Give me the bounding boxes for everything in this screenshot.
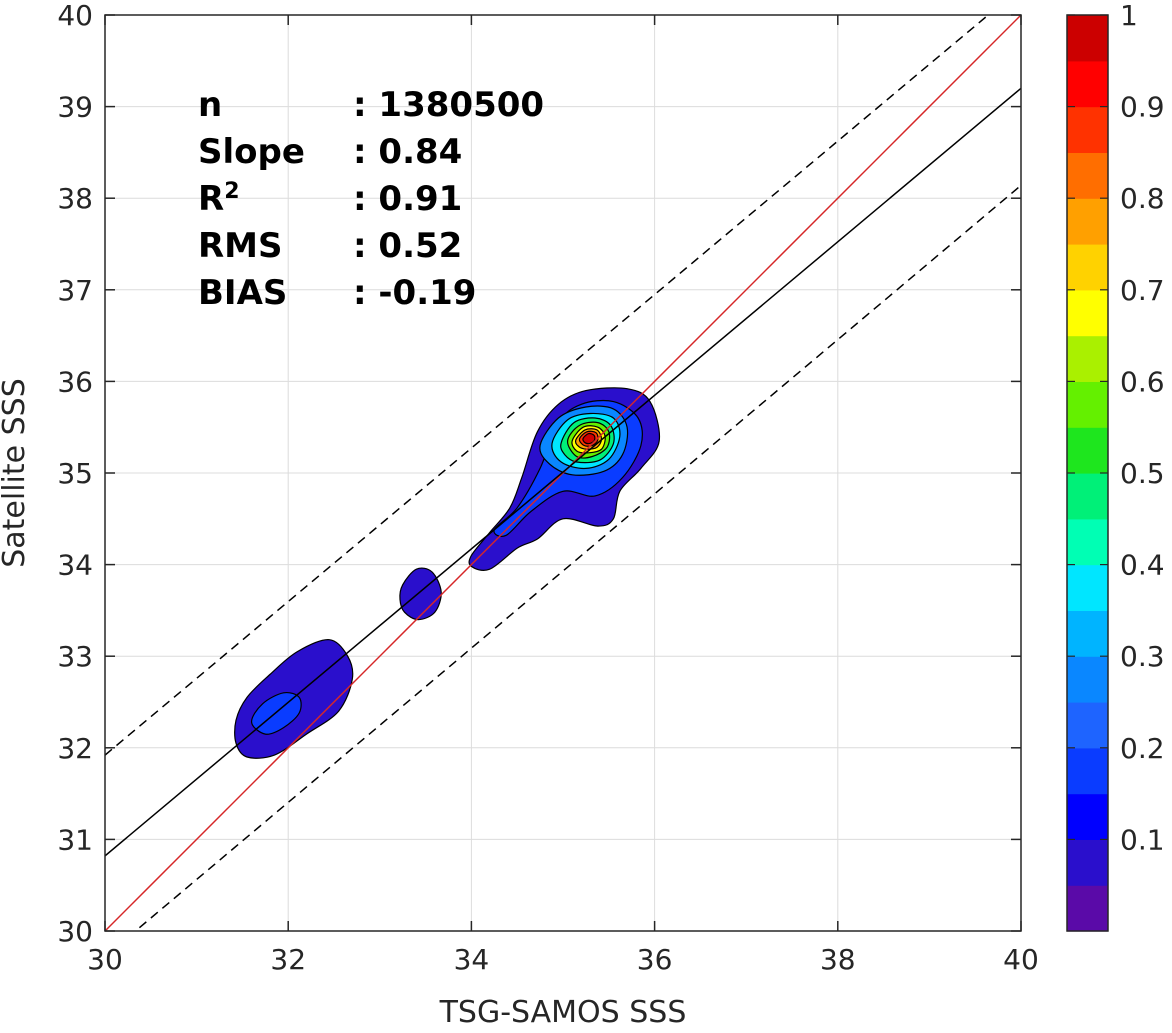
y-tick-label: 32	[57, 732, 93, 765]
x-tick-label: 38	[820, 943, 856, 976]
colorbar-tick-label: 0.5	[1120, 457, 1165, 490]
stat-label: R2	[198, 179, 240, 220]
colorbar-tick-label: 1	[1120, 0, 1138, 32]
colorbar: 0.1 0.2 0.3 0.4 0.5 0.6 0.7 0.8 0.9 1	[1066, 0, 1165, 932]
y-tick-label: 36	[57, 365, 93, 398]
stats-box: n : 1380500 Slope : 0.84 R2 : 0.91 RMS : 0.52 BI…	[198, 85, 544, 313]
x-tick-label: 40	[1003, 943, 1039, 976]
regression-minus-offset-line	[134, 184, 1021, 931]
stat-value: : 0.52	[353, 226, 462, 266]
colorbar-band	[1067, 152, 1108, 199]
colorbar-tick-label: 0.1	[1120, 823, 1165, 856]
x-axis-title: TSG-SAMOS SSS	[439, 995, 687, 1028]
stat-value: : 0.91	[353, 179, 462, 219]
y-axis-title: Satellite SSS	[0, 378, 32, 568]
colorbar-band	[1067, 885, 1108, 932]
colorbar-tick-label: 0.8	[1120, 182, 1165, 215]
contour-level-0-15	[250, 691, 302, 735]
regression-line	[105, 87, 1021, 857]
colorbar-band	[1067, 518, 1108, 566]
x-tick-label: 34	[454, 943, 490, 976]
stat-label-superscript: 2	[224, 179, 239, 204]
y-tick-label: 34	[57, 549, 93, 582]
colorbar-band	[1067, 747, 1108, 795]
regression-plus-offset-line	[105, 15, 990, 756]
y-tick-label: 31	[57, 823, 93, 856]
y-tick-label: 30	[57, 915, 93, 948]
colorbar-band	[1067, 198, 1108, 245]
x-tick-label: 30	[87, 943, 123, 976]
colorbar-band	[1067, 289, 1108, 337]
colorbar-band	[1067, 15, 1108, 62]
colorbar-tick-label: 0.4	[1120, 549, 1165, 582]
y-tick-labels: 30 31 32 33 34 35 36 37 38 39 40	[57, 0, 93, 948]
colorbar-band	[1067, 473, 1108, 520]
x-tick-label: 36	[637, 943, 673, 976]
colorbar-tick-label: 0.9	[1120, 91, 1165, 124]
y-tick-label: 38	[57, 182, 93, 215]
y-tick-label: 39	[57, 91, 93, 124]
y-tick-label: 33	[57, 640, 93, 673]
y-tick-label: 37	[57, 274, 93, 307]
colorbar-tick-label: 0.2	[1120, 732, 1165, 765]
colorbar-band	[1067, 793, 1108, 840]
colorbar-band	[1067, 335, 1108, 382]
stat-value: : -0.19	[353, 273, 476, 313]
colorbar-band	[1067, 656, 1108, 703]
contour-level-0-05	[399, 567, 442, 621]
stat-label: RMS	[198, 226, 283, 266]
stat-label: BIAS	[198, 273, 287, 313]
x-tick-label: 32	[270, 943, 306, 976]
colorbar-tick-label: 0.6	[1120, 365, 1165, 398]
y-tick-label: 35	[57, 457, 93, 490]
x-tick-labels: 30 32 34 36 38 40	[87, 943, 1039, 976]
stat-label: n	[198, 85, 222, 125]
fit-lines	[105, 15, 1021, 931]
stat-value: : 0.84	[353, 132, 462, 172]
colorbar-band	[1067, 610, 1108, 657]
colorbar-band	[1067, 60, 1108, 108]
colorbar-band	[1067, 244, 1108, 291]
y-tick-label: 40	[57, 0, 93, 32]
colorbar-tick-label: 0.7	[1120, 274, 1165, 307]
colorbar-band	[1067, 839, 1108, 886]
colorbar-band	[1067, 106, 1108, 153]
colorbar-tick-label: 0.3	[1120, 640, 1165, 673]
stat-label: Slope	[198, 132, 305, 172]
colorbar-band	[1067, 427, 1108, 474]
colorbar-band	[1067, 702, 1108, 749]
stat-value: : 1380500	[353, 85, 544, 125]
colorbar-band	[1067, 564, 1108, 611]
axis-ticks	[104, 14, 1022, 932]
colorbar-band	[1067, 381, 1108, 428]
